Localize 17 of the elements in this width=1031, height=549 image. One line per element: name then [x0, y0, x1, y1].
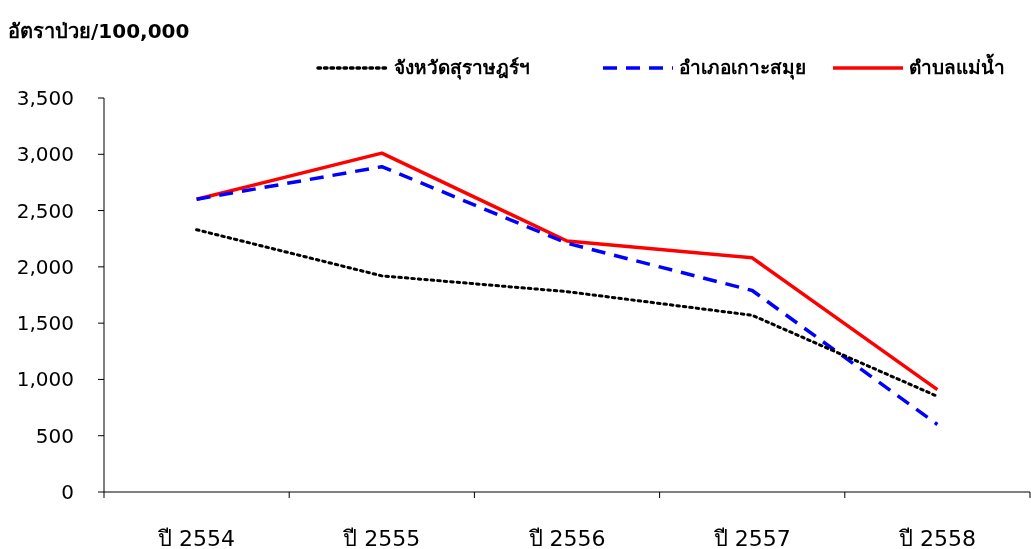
- x-tick-label: ปี 2556: [527, 526, 606, 549]
- y-tick-label: 1,500: [16, 311, 74, 336]
- y-tick-label: 1,000: [16, 367, 74, 392]
- legend-label: ตำบลแม่น้ำ: [909, 53, 1005, 78]
- y-tick-label: 3,500: [16, 86, 74, 110]
- y-tick-label: 0: [61, 480, 74, 504]
- x-tick-label: ปี 2558: [897, 526, 976, 549]
- legend-label: อำเภอเกาะสมุย: [679, 56, 806, 80]
- x-tick-label: ปี 2554: [157, 526, 236, 549]
- y-tick-label: 2,500: [16, 198, 74, 223]
- y-tick-label: 2,000: [16, 254, 74, 279]
- legend-label: จังหวัดสุราษฎร์ฯ: [394, 56, 530, 80]
- x-tick-label: ปี 2557: [712, 526, 791, 549]
- y-tick-label: 3,000: [16, 142, 74, 167]
- y-tick-label: 500: [35, 423, 74, 448]
- y-axis-title: อัตราป่วย/100,000: [8, 19, 190, 43]
- x-tick-label: ปี 2555: [342, 526, 421, 549]
